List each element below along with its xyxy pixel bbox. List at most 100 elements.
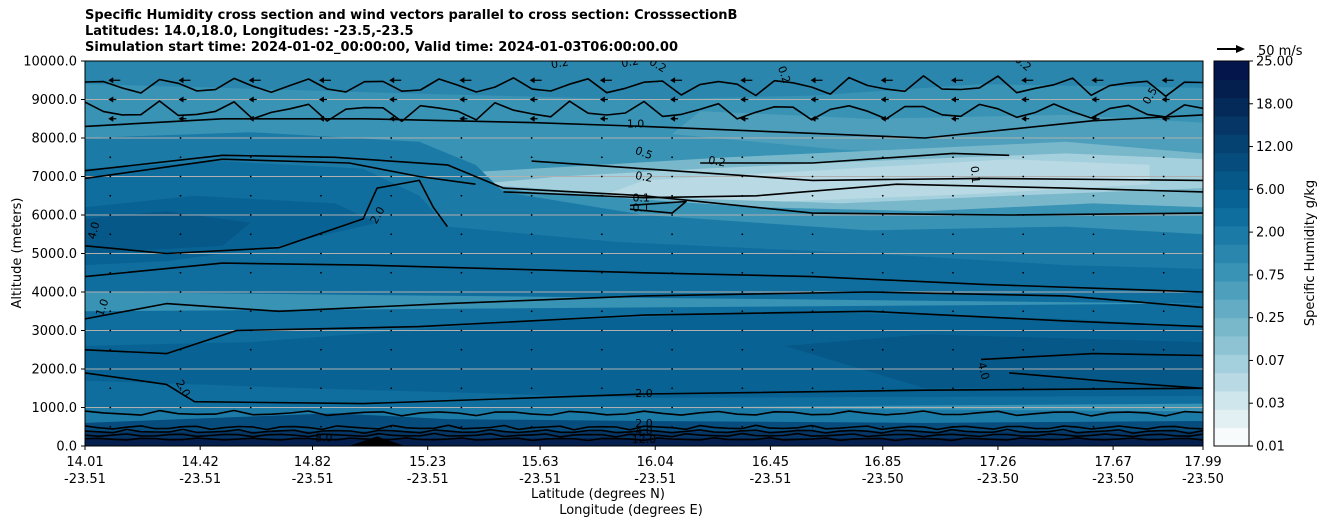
- wind-vector: [881, 233, 884, 236]
- colorbar-tick-label: 18.00: [1256, 97, 1293, 112]
- contour-line: [85, 114, 1203, 139]
- contour-label: 1.0: [93, 297, 111, 318]
- wind-vector-head: [599, 96, 605, 103]
- contour-line: [700, 152, 1010, 164]
- wind-vector: [671, 194, 673, 197]
- contour-label: 0.5: [633, 144, 654, 162]
- chart-title-line-3: Simulation start time: 2024-01-02_00:00:…: [85, 40, 678, 55]
- colorbar-tick-label: 0.75: [1256, 268, 1285, 283]
- wind-vector: [1162, 252, 1165, 255]
- wind-vector: [600, 425, 603, 428]
- contour-label: 4.0: [635, 425, 653, 438]
- wind-vector: [530, 137, 533, 139]
- wind-vector: [1162, 329, 1165, 332]
- wind-vector-head: [810, 115, 816, 122]
- wind-vector-head: [389, 77, 395, 84]
- x-tick-label-longitude: -23.51: [519, 472, 561, 487]
- x-tick-label-latitude: 17.26: [979, 455, 1016, 470]
- wind-vector: [109, 406, 112, 409]
- contour-label: 1.0: [627, 117, 645, 130]
- wind-vector: [109, 425, 112, 428]
- wind-vector: [1092, 175, 1095, 178]
- wind-vector: [741, 406, 744, 409]
- wind-vector: [249, 368, 252, 370]
- wind-vector: [390, 368, 393, 370]
- wind-vector-head: [248, 115, 254, 122]
- wind-vector: [1022, 214, 1025, 216]
- wind-vector-head: [248, 77, 254, 84]
- wind-vector: [741, 156, 744, 159]
- wind-vector: [179, 291, 182, 293]
- wind-vector: [952, 406, 954, 409]
- x-tick-label-longitude: -23.51: [179, 472, 221, 487]
- wind-vector: [952, 425, 954, 428]
- wind-vector: [1022, 252, 1025, 255]
- terrain-peak: [349, 436, 406, 446]
- colorbar-swatch: [1214, 97, 1249, 117]
- wind-vector: [741, 233, 744, 236]
- wind-vector: [109, 194, 112, 197]
- y-tick-label: 8000.0: [32, 132, 78, 147]
- contour-label: 4.0: [85, 220, 102, 240]
- y-tick-label: 2000.0: [32, 363, 78, 378]
- wind-vector: [390, 214, 393, 216]
- wind-vector: [460, 137, 463, 139]
- wind-vector: [390, 348, 393, 351]
- wind-vector: [600, 233, 603, 236]
- wind-vector: [881, 368, 884, 370]
- wind-vector: [1162, 156, 1165, 159]
- contour-line: [531, 160, 1203, 182]
- wind-vector: [1092, 271, 1095, 274]
- wind-vector: [179, 406, 182, 409]
- wind-vector-head: [950, 115, 956, 122]
- wind-vector: [460, 348, 463, 351]
- wind-vector: [741, 425, 744, 428]
- wind-vector: [1092, 348, 1095, 351]
- wind-vector-head: [529, 115, 535, 122]
- wind-vector: [109, 156, 112, 159]
- wind-vector: [811, 368, 814, 370]
- wind-vector: [1022, 271, 1025, 274]
- wind-vector: [109, 252, 112, 255]
- wind-vector: [671, 368, 673, 370]
- contour-line: [503, 183, 1203, 199]
- wind-vector: [741, 348, 744, 351]
- contour-line: [85, 158, 476, 185]
- wind-vector: [671, 425, 673, 428]
- wind-key: 50 m/s: [1217, 44, 1303, 59]
- x-tick-label-longitude: -23.50: [1092, 472, 1134, 487]
- wind-vector-head: [670, 115, 676, 122]
- contour-line: [85, 291, 1203, 320]
- colorbar-swatch: [1214, 372, 1249, 392]
- wind-vector: [320, 406, 322, 409]
- wind-vector: [600, 310, 603, 313]
- colorbar-swatch: [1214, 281, 1249, 300]
- wind-vector: [600, 406, 603, 409]
- wind-vector: [1162, 387, 1165, 390]
- wind-vector-head: [880, 115, 886, 122]
- wind-vector: [741, 291, 744, 293]
- wind-vector: [390, 425, 393, 428]
- colorbar-tick-label: 6.00: [1256, 183, 1285, 198]
- colorbar-swatch: [1214, 61, 1249, 80]
- contour-label: 0.1: [968, 165, 982, 184]
- wind-vector: [881, 214, 884, 216]
- colorbar-tick-label: 2.00: [1256, 226, 1285, 241]
- x-axis-label-longitude: Longitude (degrees E): [559, 503, 703, 518]
- x-tick-label-latitude: 17.99: [1184, 455, 1221, 470]
- wind-vector: [530, 387, 533, 390]
- wind-vector: [460, 252, 463, 255]
- wind-vector-head: [740, 96, 746, 103]
- wind-vector: [1092, 387, 1095, 390]
- wind-vector: [881, 175, 884, 178]
- wind-vector: [881, 156, 884, 159]
- wind-vector: [1022, 233, 1025, 236]
- wind-vector: [600, 194, 603, 197]
- wind-vector: [179, 329, 182, 332]
- wind-vector: [249, 329, 252, 332]
- wind-vector-head: [178, 96, 184, 103]
- wind-vector-head: [1021, 115, 1027, 122]
- contour-line: [85, 154, 1203, 216]
- contour-label: 0.1: [632, 201, 650, 214]
- wind-vector: [952, 214, 954, 216]
